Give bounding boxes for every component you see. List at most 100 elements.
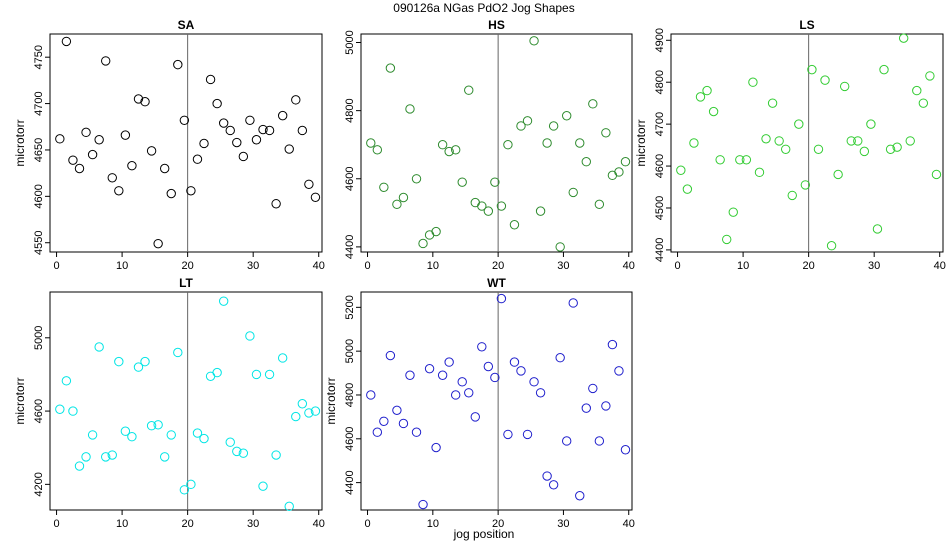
data-point	[464, 85, 474, 95]
data-point	[205, 74, 216, 85]
data-point	[431, 226, 441, 237]
x-tick-label: 20	[803, 260, 815, 272]
data-point	[310, 192, 321, 202]
data-point	[702, 85, 712, 96]
figure-xlabel: jog position	[453, 527, 515, 541]
data-point	[120, 130, 131, 140]
data-point	[140, 97, 150, 107]
data-point	[457, 377, 467, 387]
y-tick-label: 4750	[33, 45, 45, 69]
data-point	[405, 370, 415, 380]
data-point	[437, 140, 448, 150]
data-point	[87, 430, 98, 440]
data-point	[601, 128, 611, 138]
data-point	[81, 127, 91, 138]
y-tick-label: 4200	[33, 472, 45, 496]
data-point	[676, 165, 686, 175]
data-point	[74, 461, 85, 471]
y-tick-label: 5000	[33, 326, 45, 350]
y-tick-label: 4700	[654, 112, 666, 136]
data-point	[748, 77, 758, 87]
data-point	[284, 144, 294, 154]
data-point	[470, 197, 480, 208]
data-point	[55, 134, 65, 144]
y-tick-label: 4400	[344, 470, 356, 494]
data-point	[483, 361, 494, 372]
data-point	[575, 491, 585, 501]
data-point	[291, 95, 301, 105]
data-point	[411, 174, 422, 184]
data-point	[411, 427, 422, 437]
data-point	[503, 140, 513, 150]
data-point	[548, 480, 559, 490]
data-point	[212, 98, 222, 109]
data-point	[179, 115, 190, 125]
data-point	[238, 151, 249, 162]
data-point	[379, 182, 389, 192]
data-point	[366, 390, 376, 400]
data-point	[561, 436, 572, 446]
data-point	[372, 427, 383, 437]
data-point	[594, 199, 605, 210]
data-point	[258, 124, 268, 135]
data-point	[912, 85, 922, 96]
data-point	[555, 242, 565, 252]
data-point	[529, 377, 539, 387]
data-point	[588, 383, 598, 394]
x-tick-label: 0	[364, 518, 370, 530]
y-tick-label: 4700	[33, 91, 45, 115]
data-point	[225, 125, 235, 136]
x-tick-label: 10	[737, 260, 749, 272]
data-point	[529, 36, 539, 46]
data-point	[516, 121, 526, 131]
data-point	[153, 238, 163, 249]
data-point	[146, 421, 157, 431]
data-point	[503, 429, 513, 440]
data-point	[153, 420, 163, 430]
data-point	[535, 388, 546, 398]
y-tick-label: 4500	[654, 196, 666, 220]
data-point	[807, 64, 817, 75]
x-tick-label: 20	[492, 518, 504, 530]
data-point	[405, 104, 415, 114]
y-tick-label: 4600	[33, 184, 45, 208]
data-point	[87, 149, 98, 160]
data-point	[846, 136, 856, 146]
data-point	[74, 163, 85, 174]
data-point	[477, 342, 487, 352]
data-point	[542, 138, 552, 148]
data-point	[464, 388, 474, 398]
data-point	[258, 481, 268, 491]
data-point	[166, 430, 176, 440]
data-point	[392, 199, 402, 210]
data-point	[133, 362, 144, 372]
data-point	[418, 238, 428, 249]
data-point	[581, 403, 591, 413]
y-tick-label: 5000	[344, 30, 356, 54]
data-point	[218, 118, 229, 128]
data-point	[107, 450, 117, 460]
data-point	[271, 199, 281, 209]
y-tick-label: 4800	[344, 98, 356, 122]
y-tick-label: 4900	[654, 28, 666, 52]
data-point	[398, 418, 409, 429]
data-point	[271, 450, 281, 460]
data-point	[133, 94, 144, 104]
data-point	[594, 436, 605, 446]
data-point	[107, 173, 117, 183]
data-point	[728, 207, 738, 217]
data-point	[601, 401, 611, 411]
x-tick-label: 0	[53, 518, 59, 530]
panel-wt: WT microtorr 0 10 20 30 40 4400 4600 4800 5000 52…	[324, 276, 635, 530]
data-point	[708, 106, 719, 117]
data-point	[450, 145, 461, 155]
data-point	[548, 121, 559, 131]
data-point	[212, 367, 222, 378]
data-point	[885, 144, 896, 154]
data-point	[437, 370, 448, 380]
data-point	[225, 437, 235, 447]
data-point	[813, 144, 824, 154]
data-point	[444, 146, 454, 157]
x-tick-label: 30	[557, 260, 569, 272]
